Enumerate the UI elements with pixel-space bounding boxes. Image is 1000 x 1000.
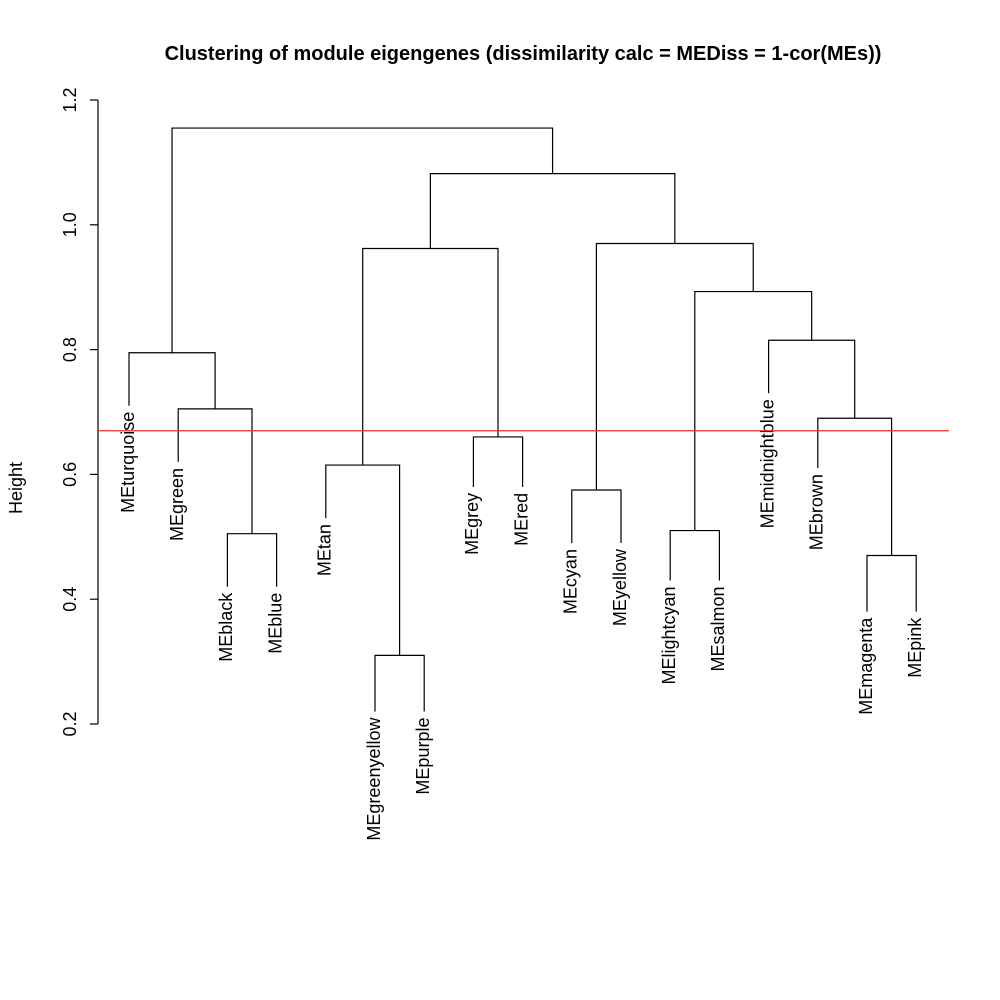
- leaf-label-salmon: MEsalmon: [708, 586, 728, 671]
- branch-m12: [694, 290, 813, 531]
- branch-m15: [429, 173, 676, 249]
- y-tick-label: 0.2: [60, 711, 80, 736]
- branch-m7: [472, 436, 524, 487]
- y-axis: 0.2 0.4 0.6 0.8 1.0 1.2: [60, 87, 99, 737]
- dendrogram-branches: [128, 127, 917, 712]
- y-axis-label: Height: [6, 462, 26, 514]
- leaf-label-midnightblue: MEmidnightblue: [757, 399, 777, 528]
- y-tick-label: 1.0: [60, 212, 80, 237]
- branch-m4: [669, 529, 720, 581]
- leaf-labels: MEturquoise MEgreen MEblack MEblue MEtan MEgr…: [118, 399, 925, 840]
- chart-title: Clustering of module eigengenes (dissimi…: [165, 43, 882, 65]
- leaf-label-pink: MEpink: [905, 617, 925, 678]
- leaf-label-grey: MEgrey: [462, 493, 482, 555]
- y-tick-label: 1.2: [60, 87, 80, 112]
- branch-m1: [374, 654, 425, 712]
- leaf-label-cyan: MEcyan: [561, 549, 581, 614]
- leaf-label-yellow: MEyellow: [610, 548, 630, 626]
- leaf-label-green: MEgreen: [167, 468, 187, 541]
- branch-m2: [866, 554, 917, 612]
- leaf-label-brown: MEbrown: [807, 474, 827, 550]
- y-tick-label: 0.6: [60, 462, 80, 487]
- branch-m8: [817, 417, 893, 556]
- leaf-label-lightcyan: MElightcyan: [659, 586, 679, 684]
- leaf-label-purple: MEpurple: [413, 718, 433, 795]
- leaf-label-black: MEblack: [216, 592, 236, 662]
- leaf-label-tan: MEtan: [315, 524, 335, 576]
- y-tick-label: 0.8: [60, 337, 80, 362]
- branch-m5: [571, 489, 622, 544]
- branch-m16: [171, 127, 554, 353]
- branch-m3: [226, 533, 278, 587]
- branch-m13: [362, 247, 499, 466]
- leaf-label-turquoise: MEturquoise: [118, 412, 138, 513]
- leaf-label-greenyellow: MEgreenyellow: [364, 717, 384, 841]
- leaf-label-blue: MEblue: [265, 593, 285, 654]
- branch-m9: [177, 408, 253, 534]
- branch-m10: [128, 352, 216, 409]
- branch-m14: [595, 242, 754, 490]
- branch-m11: [768, 339, 856, 419]
- leaf-label-magenta: MEmagenta: [856, 617, 876, 715]
- branch-m6: [325, 464, 401, 656]
- y-tick-label: 0.4: [60, 587, 80, 612]
- leaf-label-red: MEred: [511, 493, 531, 546]
